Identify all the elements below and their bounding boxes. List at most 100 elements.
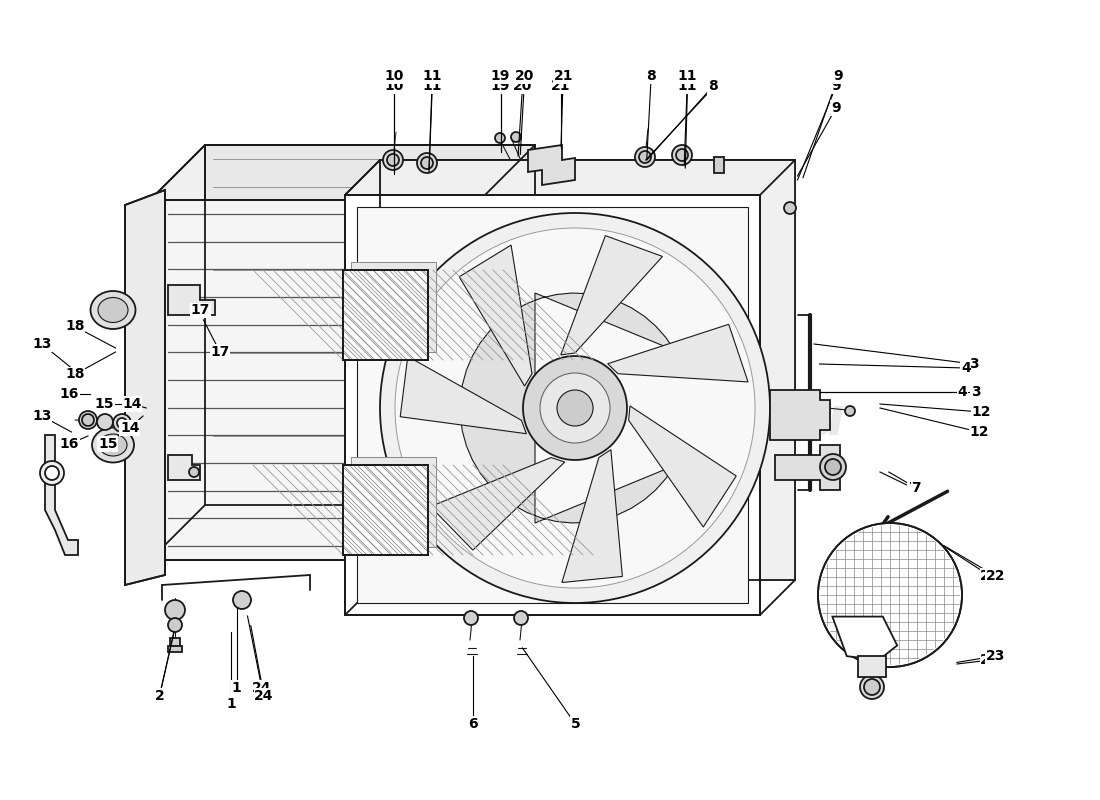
Circle shape bbox=[864, 679, 880, 695]
Circle shape bbox=[40, 461, 64, 485]
Polygon shape bbox=[343, 270, 428, 360]
Circle shape bbox=[514, 611, 528, 625]
Circle shape bbox=[784, 202, 796, 214]
Circle shape bbox=[676, 149, 688, 161]
Text: 11: 11 bbox=[678, 69, 697, 83]
Polygon shape bbox=[460, 293, 674, 523]
Text: 11: 11 bbox=[422, 69, 442, 83]
Polygon shape bbox=[351, 262, 436, 352]
Circle shape bbox=[168, 618, 182, 632]
Text: 18: 18 bbox=[65, 367, 85, 382]
Polygon shape bbox=[379, 160, 795, 580]
Text: 19: 19 bbox=[491, 79, 510, 94]
Circle shape bbox=[512, 132, 521, 142]
Circle shape bbox=[417, 153, 437, 173]
Bar bbox=[170, 638, 180, 646]
Circle shape bbox=[845, 406, 855, 416]
Polygon shape bbox=[770, 390, 830, 440]
Circle shape bbox=[45, 466, 59, 480]
Text: 21: 21 bbox=[551, 79, 571, 94]
Ellipse shape bbox=[99, 434, 127, 456]
Circle shape bbox=[117, 418, 126, 428]
Circle shape bbox=[113, 414, 131, 432]
Circle shape bbox=[395, 228, 755, 588]
Text: 7: 7 bbox=[912, 481, 921, 495]
Circle shape bbox=[639, 151, 651, 163]
Circle shape bbox=[464, 611, 478, 625]
Polygon shape bbox=[562, 450, 623, 582]
Text: 2: 2 bbox=[155, 689, 164, 703]
Text: 12: 12 bbox=[971, 405, 991, 419]
Text: 3: 3 bbox=[971, 385, 980, 399]
Polygon shape bbox=[561, 236, 662, 355]
Polygon shape bbox=[351, 457, 436, 547]
Text: 17: 17 bbox=[190, 303, 210, 318]
Circle shape bbox=[820, 454, 846, 480]
Text: 9: 9 bbox=[832, 79, 840, 94]
Circle shape bbox=[825, 459, 842, 475]
Text: 12: 12 bbox=[969, 425, 989, 439]
Bar bbox=[343, 270, 428, 360]
Polygon shape bbox=[400, 357, 527, 434]
Text: 8: 8 bbox=[708, 81, 717, 95]
Polygon shape bbox=[459, 245, 532, 386]
Text: 14: 14 bbox=[122, 397, 142, 411]
Circle shape bbox=[387, 154, 399, 166]
Ellipse shape bbox=[92, 427, 134, 462]
Ellipse shape bbox=[98, 298, 128, 322]
Text: 5: 5 bbox=[571, 717, 580, 731]
Text: 18: 18 bbox=[65, 319, 85, 334]
Circle shape bbox=[672, 145, 692, 165]
Circle shape bbox=[540, 373, 611, 443]
Text: 13: 13 bbox=[32, 409, 52, 423]
Text: 22: 22 bbox=[980, 569, 1000, 583]
Text: 10: 10 bbox=[384, 69, 404, 83]
Text: 21: 21 bbox=[553, 69, 573, 83]
Circle shape bbox=[79, 411, 97, 429]
Ellipse shape bbox=[90, 291, 135, 329]
Circle shape bbox=[165, 600, 185, 620]
Text: 20: 20 bbox=[515, 69, 535, 83]
Text: 24: 24 bbox=[254, 689, 274, 703]
Text: 15: 15 bbox=[98, 437, 118, 451]
Text: a passion for ferrari since 1985: a passion for ferrari since 1985 bbox=[377, 481, 683, 499]
Text: autoricambi.eu: autoricambi.eu bbox=[395, 394, 845, 446]
Circle shape bbox=[97, 414, 113, 430]
Circle shape bbox=[818, 523, 962, 667]
Polygon shape bbox=[430, 458, 564, 550]
Circle shape bbox=[495, 133, 505, 143]
Circle shape bbox=[82, 414, 94, 426]
Text: 1: 1 bbox=[227, 697, 235, 711]
Circle shape bbox=[421, 157, 433, 169]
Polygon shape bbox=[150, 145, 535, 200]
Circle shape bbox=[635, 147, 654, 167]
Text: 17: 17 bbox=[210, 345, 230, 359]
Text: 1: 1 bbox=[232, 681, 241, 695]
Circle shape bbox=[383, 150, 403, 170]
Polygon shape bbox=[205, 145, 535, 505]
Polygon shape bbox=[776, 445, 840, 490]
Text: 3: 3 bbox=[969, 357, 978, 371]
Polygon shape bbox=[833, 617, 898, 660]
Text: 10: 10 bbox=[384, 79, 404, 94]
Circle shape bbox=[860, 675, 884, 699]
Text: 4: 4 bbox=[961, 361, 970, 375]
Text: 11: 11 bbox=[422, 79, 442, 94]
Bar bbox=[343, 465, 428, 555]
Polygon shape bbox=[168, 285, 214, 315]
Circle shape bbox=[379, 213, 770, 603]
Text: 11: 11 bbox=[678, 79, 697, 94]
Text: 8: 8 bbox=[708, 79, 717, 94]
Text: 23: 23 bbox=[986, 649, 1005, 663]
Polygon shape bbox=[150, 200, 480, 560]
Circle shape bbox=[189, 467, 199, 477]
Text: 14: 14 bbox=[120, 421, 140, 435]
Polygon shape bbox=[358, 207, 748, 603]
Text: 2: 2 bbox=[155, 689, 164, 703]
Circle shape bbox=[233, 591, 251, 609]
Polygon shape bbox=[345, 195, 760, 615]
Text: 22: 22 bbox=[986, 569, 1005, 583]
Text: 16: 16 bbox=[59, 437, 79, 451]
Text: 4: 4 bbox=[958, 385, 967, 399]
Circle shape bbox=[522, 356, 627, 460]
